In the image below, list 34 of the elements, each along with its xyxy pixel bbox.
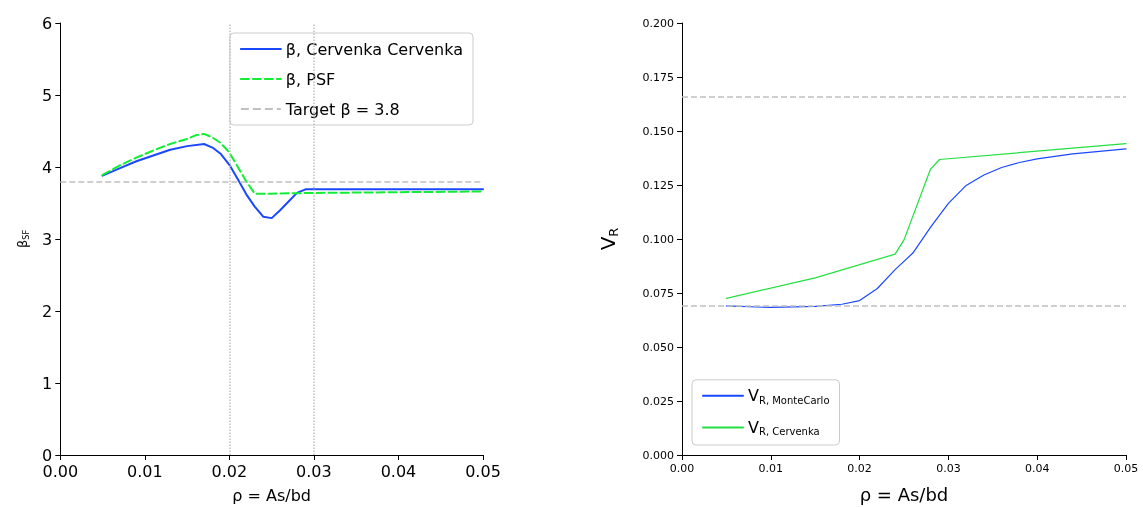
x-tick-label: 0.00 (669, 462, 695, 475)
y-tick-label: 0.150 (642, 124, 674, 138)
y-tick-label: 0.000 (642, 448, 674, 462)
x-tick-label: 0.01 (758, 462, 784, 475)
x-axis-title: ρ = As/bd (859, 483, 949, 505)
x-tick-label: 0.02 (847, 462, 872, 475)
y-tick-label: 4 (42, 157, 53, 177)
y-tick-label: 6 (42, 13, 53, 33)
y-tick-label: 0.125 (642, 178, 674, 192)
y-axis-title: VR (596, 227, 621, 251)
x-tick-label: 0.03 (296, 461, 332, 481)
y-tick-label: 0.100 (642, 232, 674, 246)
line-series (101, 142, 484, 220)
x-tick-label: 0.05 (465, 461, 501, 481)
y-tick-label: 0.200 (642, 16, 674, 30)
y-tick-label: 2 (42, 301, 53, 321)
legend-label: β, Cervenka Cervenka (285, 39, 463, 59)
legend-label: Target β = 3.8 (284, 99, 400, 119)
x-tick-label: 0.04 (1024, 462, 1050, 475)
y-tick-label: 0.050 (642, 340, 674, 354)
y-tick-label: 0.025 (642, 394, 674, 408)
x-tick-label: 0.03 (936, 462, 961, 475)
line-series (101, 132, 484, 195)
x-tick-label: 0.01 (127, 461, 163, 481)
y-tick-label: 3 (42, 229, 53, 249)
y-tick-label: 0.175 (642, 70, 674, 84)
x-tick-label: 0.04 (380, 461, 417, 481)
y-tick-label: 5 (42, 85, 53, 105)
y-tick-label: 1 (42, 373, 53, 393)
x-tick-label: 0.02 (211, 461, 248, 481)
x-tick-label: 0.05 (1113, 462, 1139, 475)
x-axis-title: ρ = As/bd (232, 485, 312, 505)
y-tick-label: 0.075 (642, 286, 674, 300)
legend-label: β, PSF (285, 69, 336, 89)
